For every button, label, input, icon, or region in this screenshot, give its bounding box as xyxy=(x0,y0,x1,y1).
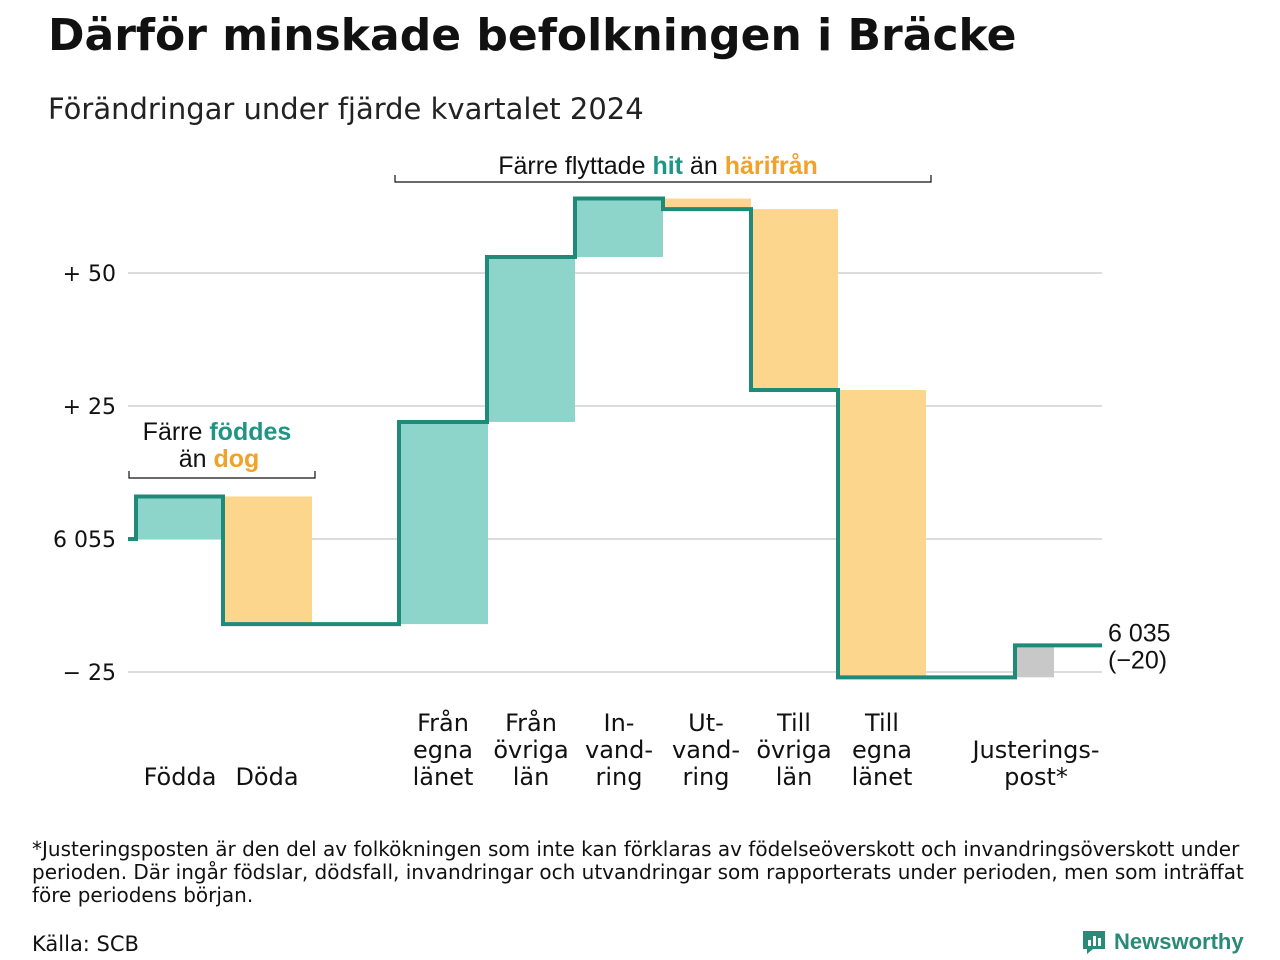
category-label-line: Från xyxy=(417,708,469,737)
bar xyxy=(223,496,312,625)
bar xyxy=(838,390,926,678)
bar xyxy=(663,198,751,210)
category-label: Till övriga län xyxy=(756,709,831,791)
category-label: Till egna länet xyxy=(852,709,913,791)
annotation-migration: Färre flyttade hit än härifrån xyxy=(498,152,818,180)
category-label-line: Födda xyxy=(144,763,217,791)
category-label: Från övriga län xyxy=(493,708,568,791)
brand-name: Newsworthy xyxy=(1114,929,1244,954)
bar xyxy=(751,209,838,391)
category-label-line: ring xyxy=(683,763,730,791)
category-label: In-vand-ring xyxy=(585,709,653,791)
category-label: Från egna länet xyxy=(413,708,474,791)
category-label-line: övriga xyxy=(493,736,568,764)
annotation-bracket xyxy=(128,471,316,479)
newsworthy-logo-icon xyxy=(1083,931,1105,954)
footnote: *Justeringsposten är den del av folkökni… xyxy=(32,837,1244,907)
category-label-line: ring xyxy=(596,763,643,791)
category-label-line: län xyxy=(513,763,550,791)
category-label-line: Till xyxy=(776,709,811,737)
y-tick-label: − 25 xyxy=(63,661,116,686)
running-total-line xyxy=(128,196,1102,680)
category-label-line: län xyxy=(776,763,813,791)
category-label-line: post* xyxy=(1004,763,1068,791)
category-label-line: Ut- xyxy=(688,709,724,737)
category-label-line: Från xyxy=(505,708,557,737)
y-tick-label: 6 055 xyxy=(53,528,116,553)
annotation-migration-part: än xyxy=(683,152,725,180)
annotation-migration-part: härifrån xyxy=(725,152,818,180)
category-label-line: vand- xyxy=(672,736,740,764)
category-label-line: Till xyxy=(864,709,899,737)
annotation-migration-part: Färre flyttade xyxy=(498,152,652,180)
chart-subtitle: Förändringar under fjärde kvartalet 2024 xyxy=(48,92,644,126)
annotation-bracket xyxy=(394,175,932,183)
annotation-births-part: dog xyxy=(213,445,259,473)
y-tick-label: + 25 xyxy=(63,395,116,420)
running-total-path xyxy=(128,196,1102,680)
bar xyxy=(1015,645,1054,678)
annotation-births-part: Färre xyxy=(143,418,210,446)
category-label-line: Justerings- xyxy=(970,736,1099,764)
bar xyxy=(399,421,488,625)
annotation-migration-part: hit xyxy=(652,152,683,180)
end-value-label: (−20) xyxy=(1108,646,1167,674)
category-label-line: övriga xyxy=(756,736,831,764)
gridlines xyxy=(128,272,1102,673)
annotation-births-part: föddes xyxy=(209,418,291,446)
category-label-line: vand- xyxy=(585,736,653,764)
category-label-line: egna xyxy=(413,736,473,764)
category-label-line: länet xyxy=(852,763,913,791)
annotation-births: än dog xyxy=(179,445,260,473)
bars xyxy=(136,198,1054,678)
end-value-label: 6 035 xyxy=(1108,619,1171,647)
category-label: Ut-vand-ring xyxy=(672,709,740,791)
category-label-line: In- xyxy=(604,709,635,737)
category-label: Justerings-post* xyxy=(970,736,1099,791)
category-label: Födda xyxy=(144,763,217,791)
category-label-line: länet xyxy=(413,763,474,791)
source-note: Källa: SCB xyxy=(32,932,139,956)
annotation-births: Färre föddes xyxy=(143,418,292,446)
category-label: Döda xyxy=(235,763,298,791)
category-label-line: Döda xyxy=(235,763,298,791)
brand-logo: Newsworthy xyxy=(1080,928,1244,956)
bar xyxy=(575,198,663,258)
y-tick-label: + 50 xyxy=(63,262,116,287)
annotation-births-part: än xyxy=(179,445,214,473)
bar xyxy=(487,257,575,422)
chart-title: Därför minskade befolkningen i Bräcke xyxy=(48,10,1017,61)
category-label-line: egna xyxy=(852,736,912,764)
bar xyxy=(136,496,223,539)
